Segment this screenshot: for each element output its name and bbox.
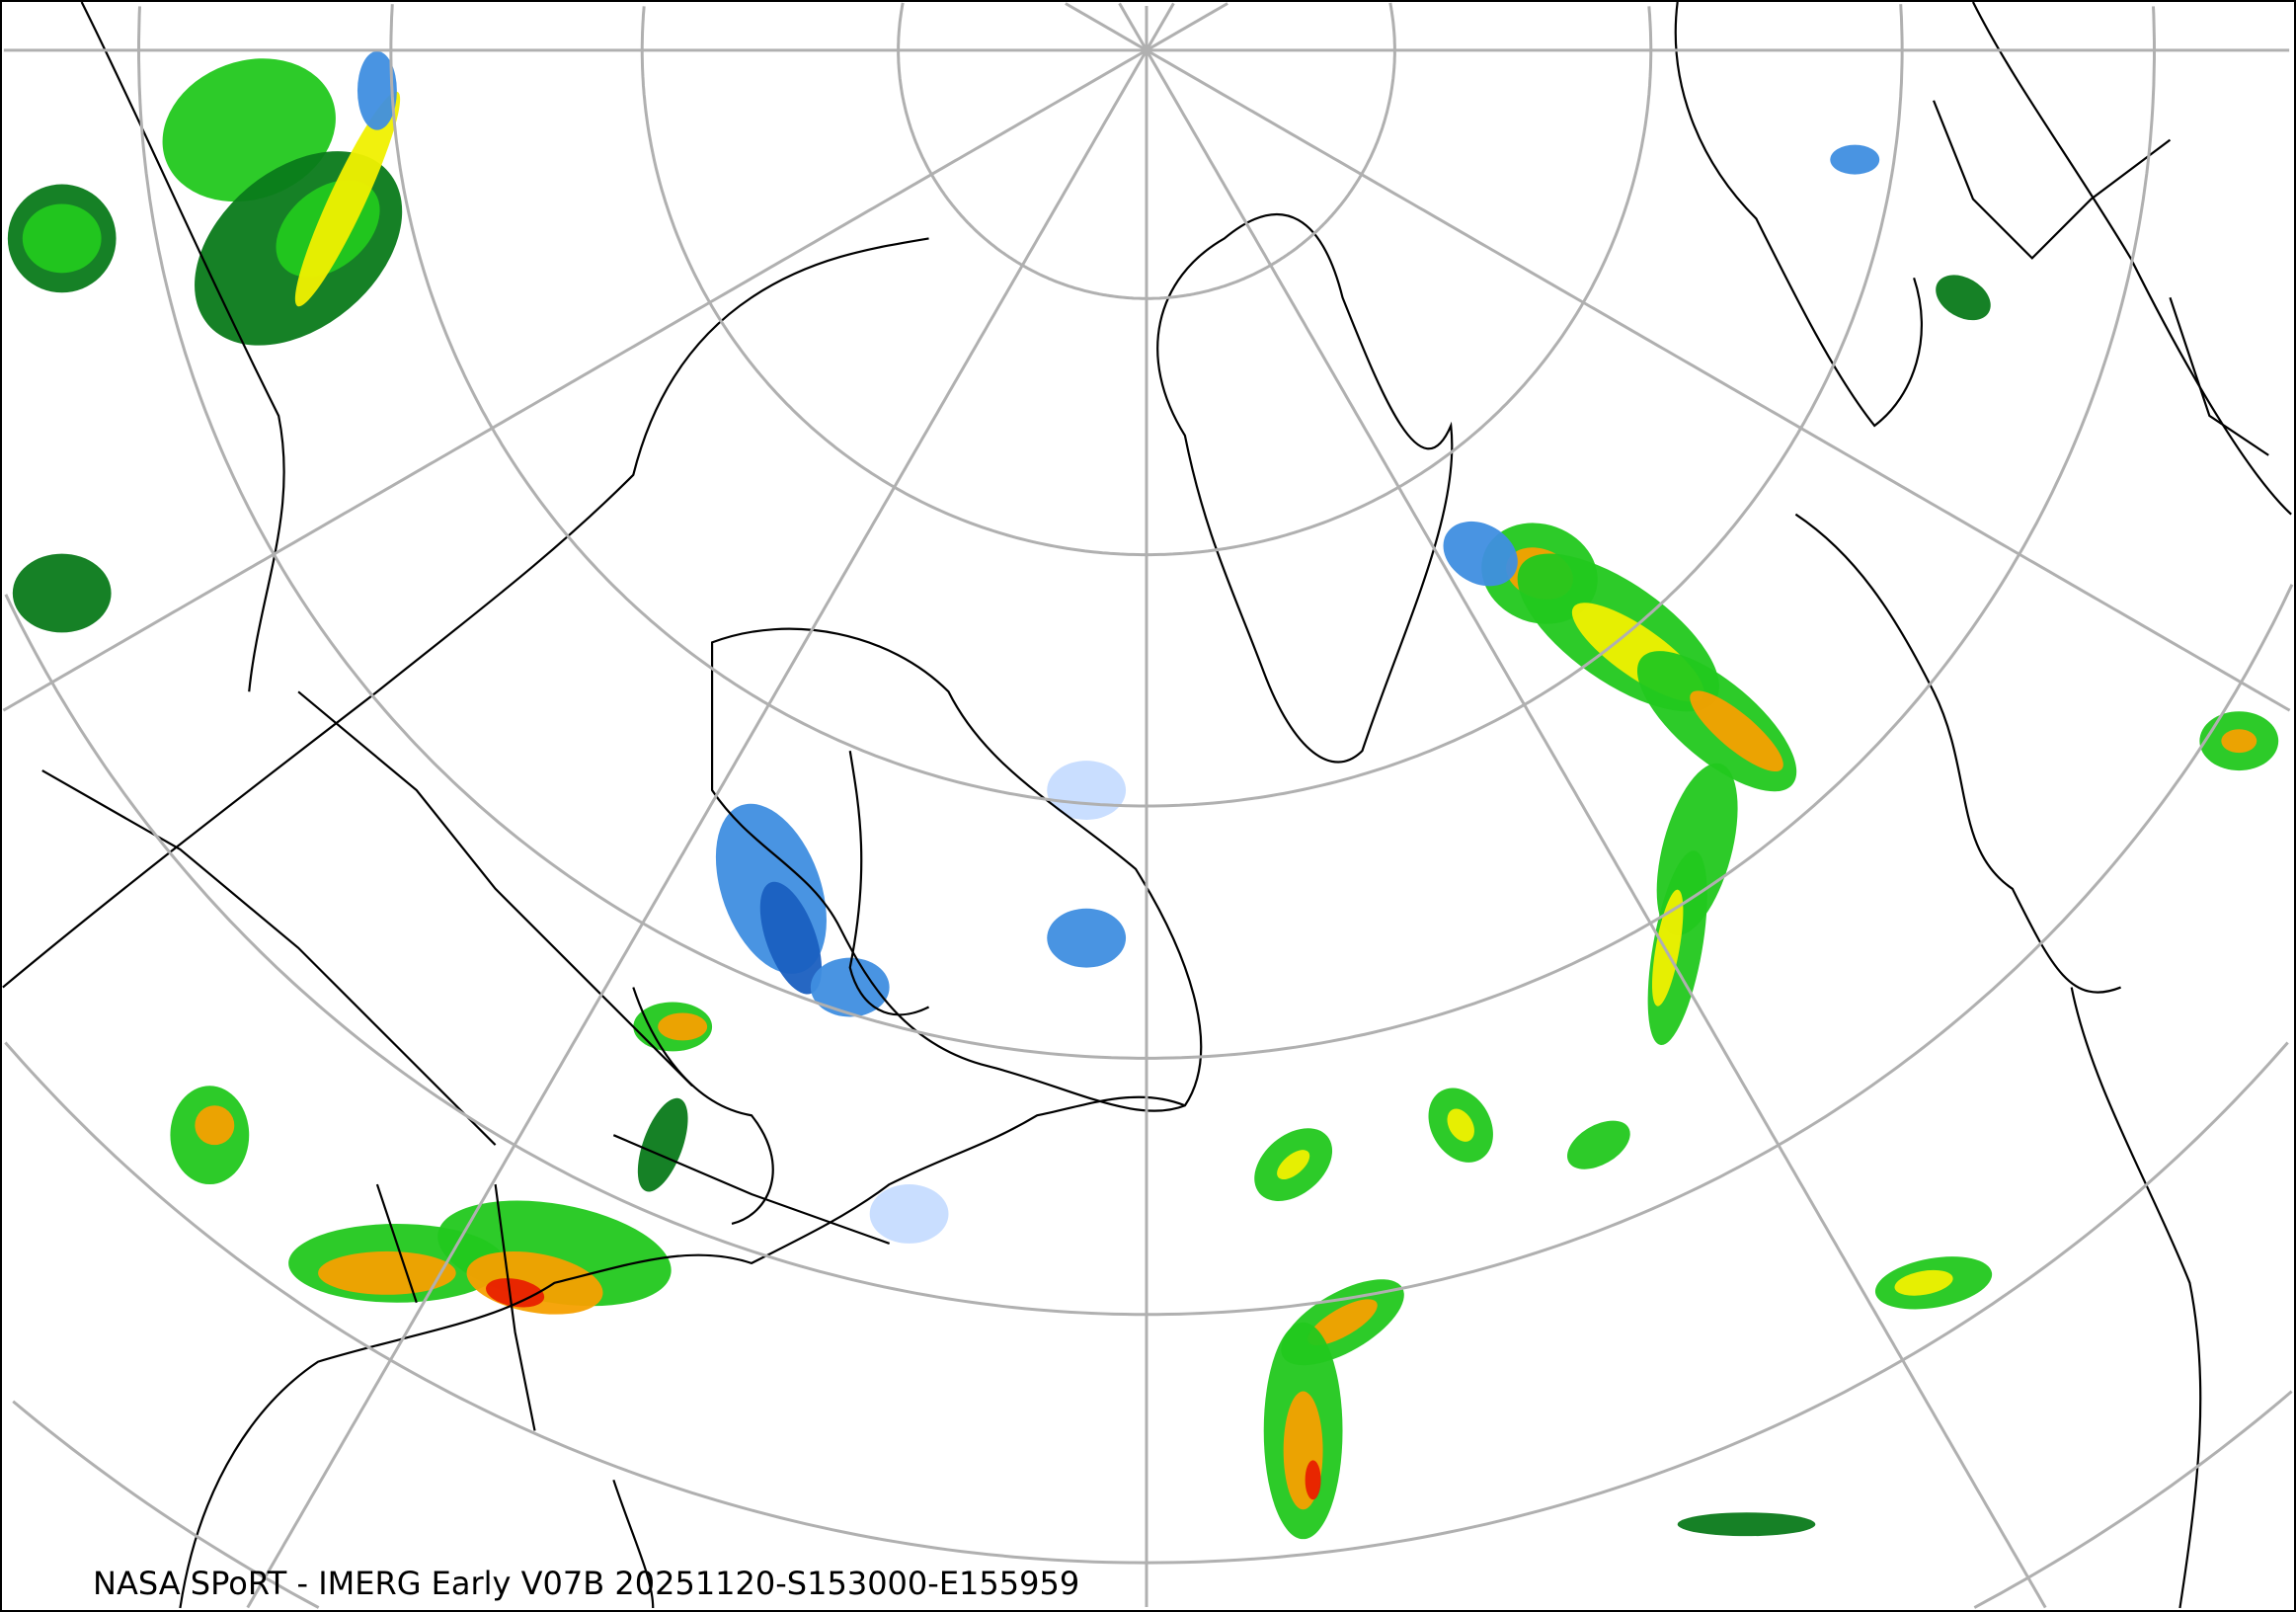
- coastline: [1971, 2, 2292, 516]
- coastline: [375, 1183, 418, 1304]
- precip-blue: [1047, 908, 1127, 968]
- coastline: [612, 1134, 891, 1245]
- latitude-circle: [137, 6, 2156, 1060]
- precip-dark-green: [637, 1097, 688, 1192]
- coastline: [80, 2, 285, 692]
- precipitation-layer: [7, 50, 2279, 1540]
- meridian-line: [1065, 2, 1148, 52]
- coastline: [612, 1479, 655, 1609]
- coastline: [1794, 513, 2121, 994]
- precip-blue: [1443, 521, 1518, 587]
- precip-orange: [658, 1012, 708, 1041]
- latitude-circle: [2152, 6, 2156, 50]
- coastline: [2, 237, 929, 989]
- coastline: [179, 1095, 1186, 1609]
- precip-blue: [356, 50, 397, 130]
- precip-yellow: [1447, 1108, 1474, 1142]
- precip-orange: [1307, 1299, 1378, 1346]
- precip-yellow: [1651, 889, 1684, 1007]
- precip-light-blue: [869, 1184, 949, 1244]
- latitude-circle: [1973, 1390, 2293, 1609]
- coastline: [2070, 987, 2202, 1609]
- coastline: [1933, 100, 2172, 260]
- meridian-line: [1118, 2, 1148, 51]
- meridian-line: [246, 49, 1148, 1609]
- coastline: [1156, 212, 1454, 764]
- precip-yellow: [294, 91, 401, 307]
- precip-orange: [1690, 690, 1783, 772]
- coastline: [494, 1183, 536, 1431]
- latitude-circle: [4, 584, 2294, 1317]
- precip-light-blue: [1047, 761, 1127, 820]
- precip-green: [1567, 1120, 1630, 1169]
- meridian-line: [2, 48, 1148, 712]
- precip-red: [486, 1278, 545, 1308]
- coastline: [632, 987, 774, 1226]
- precip-dark-green: [1936, 275, 1991, 321]
- latitude-circle: [389, 4, 1904, 808]
- meridian-line: [1146, 48, 2291, 712]
- meridian-line: [1145, 49, 2047, 1609]
- coastline: [2169, 296, 2269, 456]
- precip-dark-blue: [759, 881, 823, 995]
- coastline: [710, 627, 1203, 1112]
- precip-red: [1305, 1460, 1321, 1500]
- coastline: [41, 769, 497, 1146]
- coastline: [1674, 2, 1923, 428]
- precip-orange: [195, 1105, 235, 1146]
- meridian-line: [1145, 2, 1175, 51]
- latitude-circle: [640, 6, 1653, 557]
- map-caption: NASA SPoRT - IMERG Early V07B 20251120-S…: [93, 1565, 1080, 1602]
- precip-blue: [1830, 144, 1880, 175]
- precip-orange: [2221, 729, 2257, 754]
- precip-dark-green: [1677, 1512, 1816, 1537]
- latitude-circle: [1899, 4, 1904, 50]
- meridian-line: [1146, 2, 1228, 52]
- precip-dark-green: [12, 553, 112, 633]
- precip-orange: [318, 1250, 456, 1295]
- precip-yellow: [1277, 1150, 1310, 1180]
- coastline: [297, 690, 693, 1088]
- latitude-circle: [1388, 2, 1396, 50]
- latitude-circle: [897, 2, 1396, 300]
- precip-yellow: [1894, 1269, 1953, 1296]
- coastline: [848, 750, 930, 1016]
- latitude-circle: [1647, 6, 1653, 50]
- precip-green: [22, 203, 102, 274]
